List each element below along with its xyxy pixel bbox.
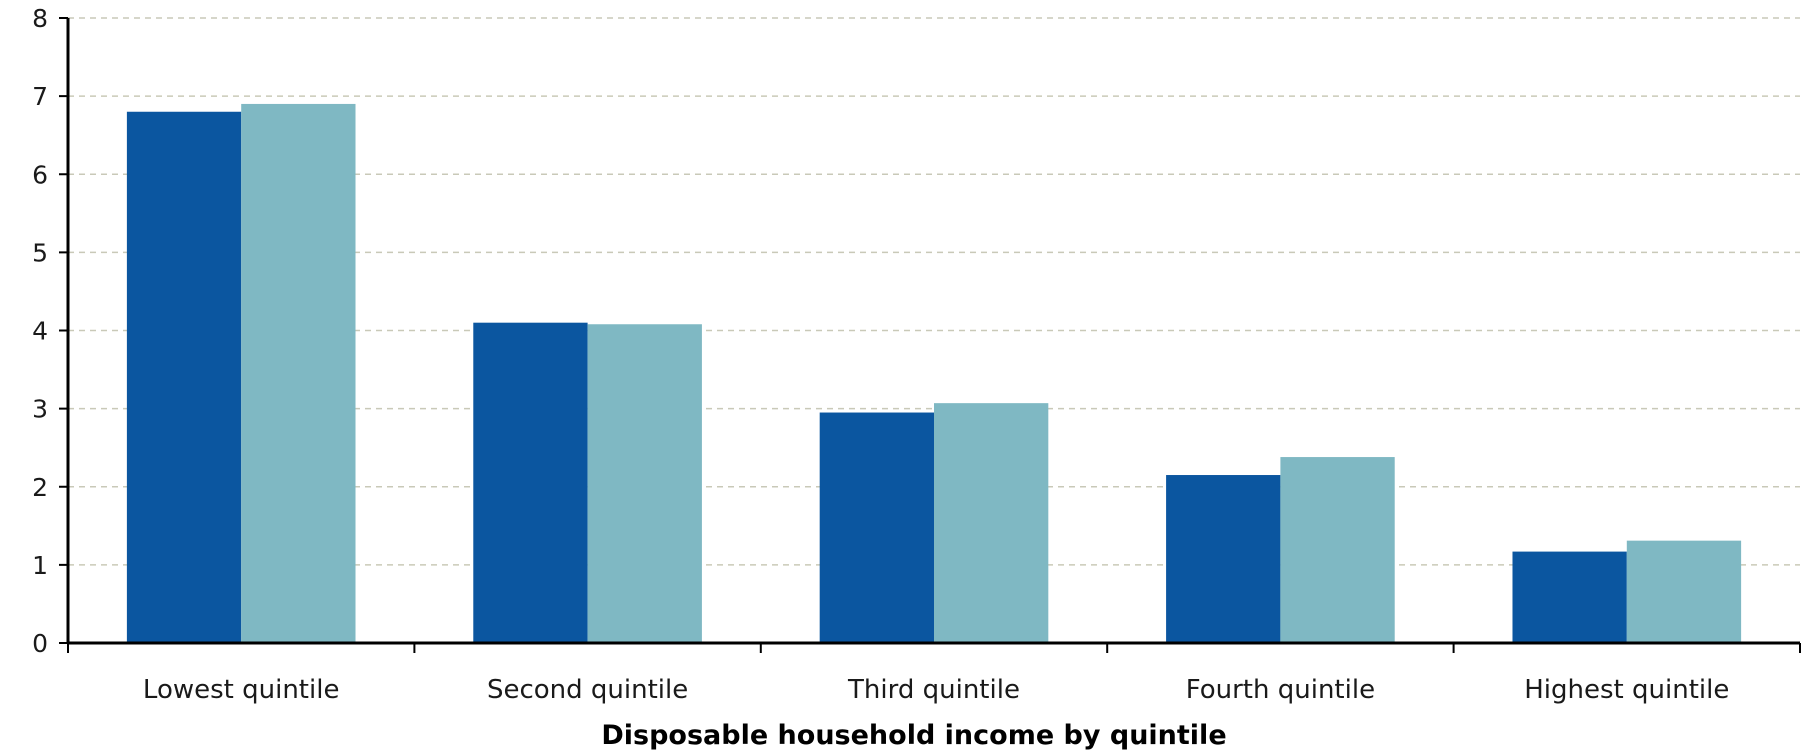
bar-series-2-lowest-quintile xyxy=(241,103,356,643)
bar-series-1-lowest-quintile xyxy=(126,111,242,643)
y-tick-label: 1 xyxy=(32,551,48,580)
bar-series-1-fourth-quintile xyxy=(1166,475,1281,643)
bar-series-2-second-quintile xyxy=(587,324,702,643)
x-tick-label: Second quintile xyxy=(487,675,688,705)
bar-series-2-fourth-quintile xyxy=(1280,457,1395,643)
y-axis-ticks: 0 1 2 3 4 5 6 7 8 xyxy=(32,4,68,658)
bar-series-1-third-quintile xyxy=(819,412,934,643)
x-tick-label: Lowest quintile xyxy=(143,675,340,705)
y-tick-label: 6 xyxy=(32,160,48,189)
y-tick-label: 3 xyxy=(32,395,48,424)
bars xyxy=(126,103,1742,643)
y-tick-label: 5 xyxy=(32,238,48,267)
bar-series-2-third-quintile xyxy=(934,403,1049,643)
y-tick-label: 0 xyxy=(32,629,48,658)
y-tick-label: 7 xyxy=(32,82,48,111)
gridlines xyxy=(68,17,1800,566)
bar-series-2-highest-quintile xyxy=(1626,540,1742,643)
bar-series-1-highest-quintile xyxy=(1512,551,1627,643)
x-tick-label: Third quintile xyxy=(847,675,1020,705)
x-axis-ticks: Lowest quintile Second quintile Third quin… xyxy=(67,643,1801,705)
y-tick-label: 4 xyxy=(32,317,48,346)
y-tick-label: 8 xyxy=(32,4,48,33)
y-tick-label: 2 xyxy=(32,473,48,502)
x-tick-label: Highest quintile xyxy=(1524,675,1729,705)
x-axis-title: Disposable household income by quintile xyxy=(601,720,1226,751)
x-tick-label: Fourth quintile xyxy=(1186,675,1375,705)
bar-series-1-second-quintile xyxy=(473,322,588,643)
